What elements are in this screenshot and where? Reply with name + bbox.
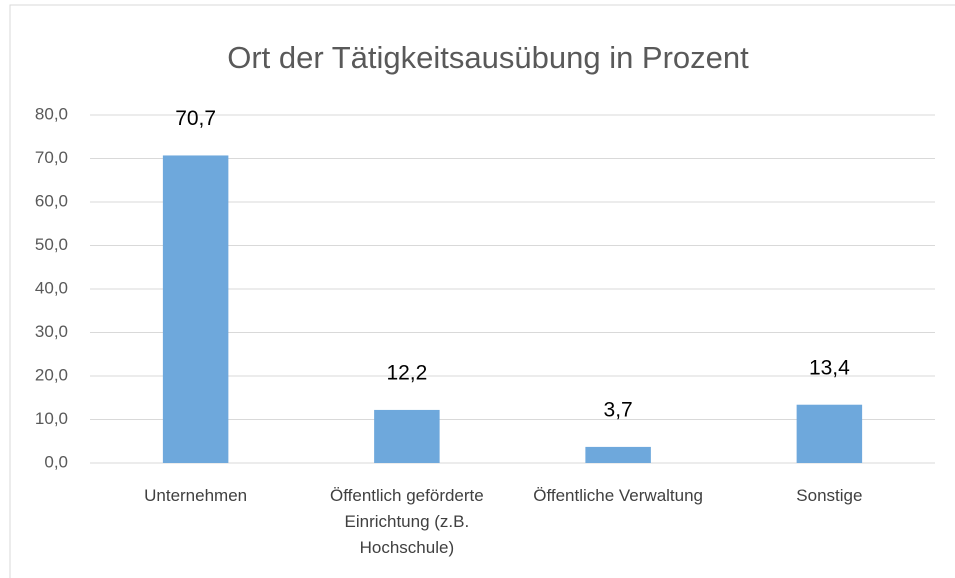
x-tick-label: Sonstige xyxy=(796,486,863,505)
x-tick-label: Unternehmen xyxy=(144,486,248,505)
x-tick-label: Öffentliche Verwaltung xyxy=(533,486,704,505)
value-label: 70,7 xyxy=(175,107,216,130)
y-tick-label: 30,0 xyxy=(35,322,68,341)
y-tick-label: 20,0 xyxy=(35,365,68,384)
value-label: 13,4 xyxy=(809,356,850,379)
y-tick-label: 10,0 xyxy=(35,409,68,428)
value-label: 12,2 xyxy=(386,361,427,384)
bar xyxy=(796,404,863,463)
y-tick-label: 50,0 xyxy=(35,235,68,254)
y-tick-label: 0,0 xyxy=(44,452,68,471)
y-tick-label: 40,0 xyxy=(35,278,68,297)
y-tick-label: 70,0 xyxy=(35,148,68,167)
bar xyxy=(374,409,440,463)
value-label: 3,7 xyxy=(604,398,633,421)
chart-border xyxy=(9,4,955,578)
y-tick-label: 80,0 xyxy=(35,104,68,123)
bar xyxy=(162,155,229,463)
y-tick-label: 60,0 xyxy=(35,191,68,210)
bar xyxy=(585,446,651,463)
chart-title: Ort der Tätigkeitsausübung in Prozent xyxy=(227,40,749,75)
x-tick-label: Öffentlich geförderte Einrichtung (z.B. … xyxy=(330,486,484,557)
